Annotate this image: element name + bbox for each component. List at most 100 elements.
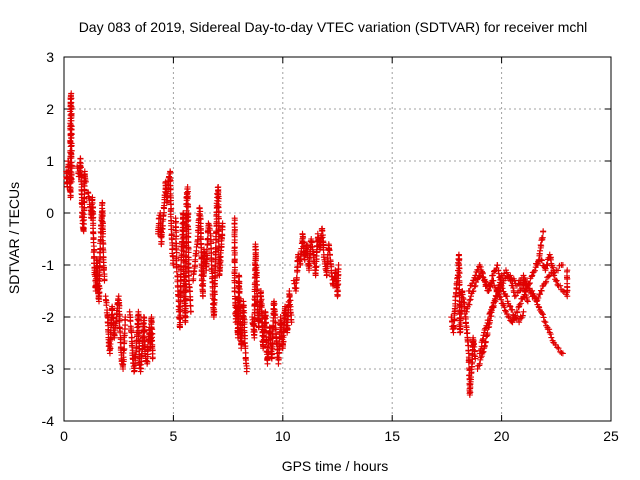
data-point xyxy=(489,272,496,279)
y-tick-label: 1 xyxy=(46,153,54,169)
data-point xyxy=(323,265,330,272)
data-point xyxy=(533,262,540,268)
data-point xyxy=(516,301,523,308)
data-point xyxy=(471,283,478,290)
data-point xyxy=(133,344,140,351)
data-point xyxy=(492,298,499,305)
y-tick-label: 2 xyxy=(46,101,54,117)
data-point xyxy=(559,350,566,357)
data-point xyxy=(99,200,106,207)
data-point xyxy=(466,297,473,304)
data-point xyxy=(524,297,531,304)
data-point xyxy=(546,326,553,333)
data-point xyxy=(167,169,174,176)
y-tick-label: -4 xyxy=(42,413,55,429)
data-point xyxy=(240,315,247,322)
data-point xyxy=(524,282,531,289)
data-point xyxy=(319,234,326,241)
data-point xyxy=(326,247,333,254)
data-point xyxy=(564,267,571,274)
data-point xyxy=(122,314,129,320)
data-point xyxy=(539,234,546,241)
data-point xyxy=(559,262,566,268)
data-point xyxy=(68,178,75,185)
data-point xyxy=(504,293,511,300)
data-point xyxy=(480,332,487,339)
data-point xyxy=(521,291,528,298)
data-point xyxy=(184,204,191,211)
data-point xyxy=(472,355,479,362)
y-tick-label: -3 xyxy=(42,361,55,377)
data-point xyxy=(490,277,497,284)
x-tick-label: 10 xyxy=(275,428,291,444)
data-point xyxy=(478,346,485,353)
data-point xyxy=(187,308,194,315)
data-point xyxy=(100,267,107,274)
data-point xyxy=(450,322,457,329)
data-point xyxy=(116,318,123,325)
data-point xyxy=(519,312,526,319)
data-point xyxy=(543,278,550,285)
data-point xyxy=(236,290,243,297)
x-axis-label: GPS time / hours xyxy=(282,458,389,474)
data-point xyxy=(551,272,558,279)
data-point xyxy=(90,229,97,236)
data-point xyxy=(335,288,342,295)
x-tick-label: 0 xyxy=(60,428,68,444)
data-point xyxy=(194,233,201,240)
data-point xyxy=(555,345,562,352)
data-point xyxy=(504,274,511,281)
data-point xyxy=(506,302,513,309)
data-point xyxy=(483,322,490,329)
data-point xyxy=(540,228,547,235)
data-point xyxy=(326,252,333,259)
data-point xyxy=(542,265,549,272)
y-tick-label: 0 xyxy=(46,205,54,221)
data-point xyxy=(293,274,300,281)
data-point xyxy=(204,235,211,242)
data-point xyxy=(99,213,106,220)
data-point xyxy=(242,360,249,367)
data-point xyxy=(511,293,518,300)
data-point xyxy=(509,306,516,313)
data-point xyxy=(206,227,213,234)
data-point xyxy=(335,262,342,268)
data-point xyxy=(537,247,544,254)
data-point xyxy=(116,308,123,315)
data-point xyxy=(185,233,192,240)
data-point xyxy=(538,257,545,264)
data-point xyxy=(498,296,505,303)
x-tick-label: 20 xyxy=(494,428,510,444)
data-point xyxy=(491,297,498,304)
data-point xyxy=(494,262,501,269)
data-point xyxy=(507,303,514,310)
data-point xyxy=(529,272,536,279)
data-point xyxy=(472,272,479,279)
data-point xyxy=(537,291,544,298)
y-tick-label: -1 xyxy=(42,257,55,273)
data-point xyxy=(553,277,560,284)
data-point xyxy=(251,327,258,334)
data-point xyxy=(127,318,134,325)
data-point xyxy=(512,292,519,299)
data-point xyxy=(486,310,493,317)
data-point xyxy=(460,299,467,306)
data-point xyxy=(522,278,529,285)
data-point xyxy=(485,317,492,324)
data-point xyxy=(173,246,180,253)
data-point xyxy=(288,319,295,326)
data-points xyxy=(63,90,571,398)
data-point xyxy=(101,277,108,284)
data-point xyxy=(498,285,505,292)
data-point xyxy=(271,300,278,307)
grid xyxy=(64,57,611,421)
data-point xyxy=(548,334,555,341)
data-point xyxy=(173,268,180,275)
data-point xyxy=(520,308,527,315)
data-point xyxy=(185,217,192,224)
data-point xyxy=(466,287,473,294)
data-point xyxy=(495,270,502,277)
data-point xyxy=(469,280,476,287)
data-point xyxy=(91,253,98,260)
data-point xyxy=(243,368,250,375)
